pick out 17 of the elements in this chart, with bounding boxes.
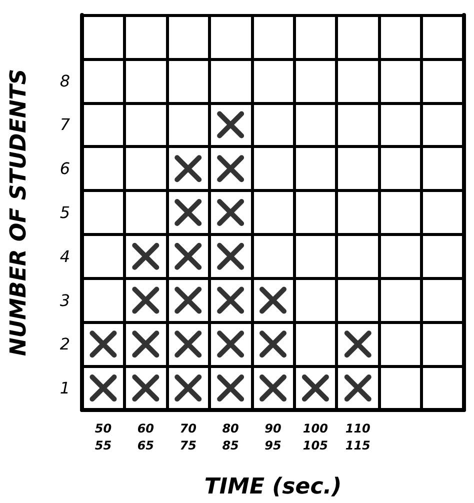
y-tick-label: 1 [60, 378, 70, 398]
y-tick-label: 5 [60, 203, 70, 222]
y-tick-label: 8 [60, 71, 70, 90]
x-tick-label: 100 105 [302, 422, 328, 452]
x-tick-label: 90 95 [264, 422, 282, 452]
x-tick-label: 50 55 [94, 422, 112, 452]
y-axis-title: NUMBER OF STUDENTS [6, 68, 32, 356]
y-tick-label: 3 [60, 290, 70, 310]
y-tick-label: 2 [60, 334, 70, 354]
x-tick-label: 70 75 [180, 422, 196, 452]
y-tick-label: 7 [60, 115, 71, 134]
x-axis-title: TIME (sec.) [204, 474, 342, 500]
x-tick-label: 60 65 [137, 422, 154, 452]
x-tick-label: 110 115 [345, 422, 370, 452]
y-tick-label: 6 [60, 159, 70, 178]
x-tick-label: 80 85 [222, 422, 239, 452]
y-tick-label: 4 [60, 246, 70, 266]
